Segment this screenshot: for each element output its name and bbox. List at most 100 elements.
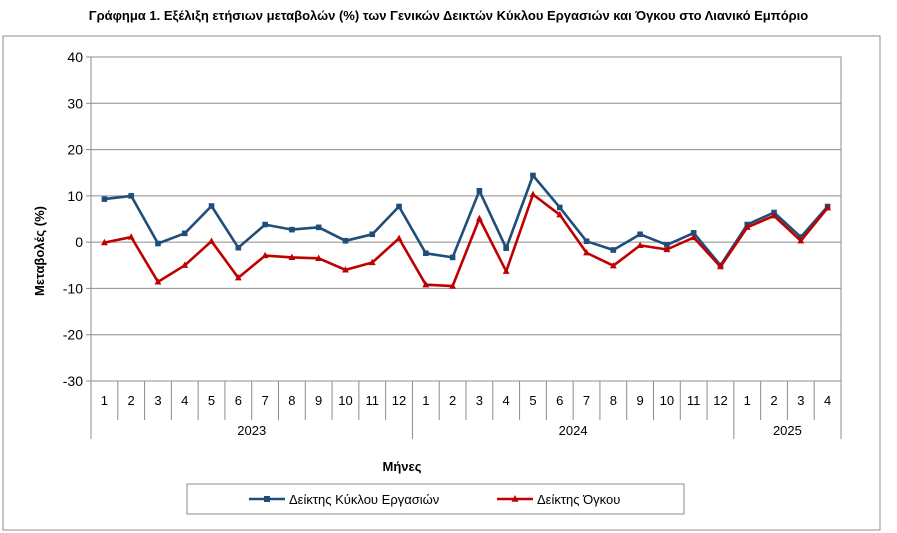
- legend-marker-2: [511, 495, 519, 502]
- x-month-label: 2: [770, 393, 777, 408]
- x-month-label: 6: [556, 393, 563, 408]
- grid-layer: [90, 56, 842, 382]
- data-point-2: [743, 223, 751, 230]
- data-point-2: [261, 251, 269, 259]
- data-point-2: [342, 266, 349, 273]
- data-point-2: [208, 237, 215, 244]
- x-month-label: 7: [261, 393, 268, 408]
- data-point-2: [690, 233, 698, 241]
- series-layer: [100, 172, 832, 289]
- x-month-label: 8: [610, 393, 617, 408]
- x-month-label: 4: [181, 393, 188, 408]
- chart-title: Γράφημα 1. Εξέλιξη ετήσιων μεταβολών (%)…: [88, 8, 809, 23]
- data-point-1: [101, 196, 108, 202]
- x-month-label: 10: [338, 393, 352, 408]
- data-point-1: [476, 187, 483, 194]
- data-point-2: [502, 267, 510, 274]
- x-month-label: 3: [476, 393, 483, 408]
- data-point-2: [315, 254, 323, 261]
- data-point-2: [234, 273, 242, 281]
- y-tick-label: 0: [75, 234, 83, 250]
- data-point-2: [556, 211, 564, 218]
- x-month-label: 6: [235, 393, 242, 408]
- data-point-1: [503, 245, 509, 251]
- data-point-1: [342, 237, 349, 244]
- data-point-1: [315, 224, 322, 231]
- x-month-label: 7: [583, 393, 590, 408]
- x-axis-label: Μήνες: [383, 459, 422, 474]
- x-month-label: 4: [824, 393, 831, 408]
- data-point-2: [475, 214, 483, 222]
- y-tick-label: -10: [63, 280, 83, 296]
- x-month-label: 5: [529, 393, 536, 408]
- data-point-2: [824, 204, 832, 211]
- x-month-label: 5: [208, 393, 215, 408]
- data-point-1: [530, 172, 536, 179]
- data-point-2: [770, 211, 778, 219]
- x-month-label: 1: [101, 393, 108, 408]
- data-point-1: [423, 250, 429, 257]
- x-month-label: 9: [315, 393, 322, 408]
- data-point-2: [181, 261, 189, 268]
- series-line-1: [104, 174, 829, 267]
- data-point-2: [583, 248, 590, 256]
- x-year-label: 2024: [559, 423, 588, 438]
- data-point-2: [636, 241, 644, 248]
- legend: Δείκτης Κύκλου Εργασιών Δείκτης Όγκου: [186, 483, 685, 515]
- y-tick-label: 20: [67, 142, 83, 158]
- data-point-1: [208, 203, 215, 209]
- data-point-2: [797, 236, 805, 244]
- data-point-1: [396, 203, 402, 210]
- data-point-2: [529, 190, 537, 198]
- x-year-label: 2025: [773, 423, 802, 438]
- data-point-2: [127, 233, 135, 240]
- data-point-2: [395, 234, 403, 242]
- data-point-2: [717, 262, 724, 270]
- data-point-2: [663, 245, 671, 253]
- data-point-1: [690, 230, 697, 236]
- x-month-label: 1: [744, 393, 751, 408]
- data-point-1: [664, 242, 670, 248]
- data-point-1: [369, 231, 376, 238]
- data-point-1: [289, 226, 295, 233]
- x-month-label: 1: [422, 393, 429, 408]
- y-tick-label: -20: [63, 327, 83, 343]
- data-point-2: [154, 278, 162, 285]
- data-point-1: [128, 193, 134, 199]
- x-year-label: 2023: [237, 423, 266, 438]
- legend-label-2: Δείκτης Όγκου: [537, 492, 620, 507]
- data-point-2: [288, 253, 296, 261]
- data-point-1: [155, 240, 161, 247]
- data-point-1: [610, 247, 617, 253]
- series-line-2: [104, 193, 829, 288]
- data-point-2: [449, 282, 457, 289]
- x-month-label: 3: [797, 393, 804, 408]
- x-month-label: 12: [392, 393, 406, 408]
- data-point-2: [609, 261, 617, 269]
- data-point-2: [368, 258, 376, 266]
- data-point-2: [100, 238, 108, 246]
- data-point-1: [637, 231, 643, 238]
- x-month-label: 10: [660, 393, 674, 408]
- plot-area: [90, 56, 842, 382]
- data-point-1: [235, 244, 242, 251]
- data-point-1: [583, 238, 590, 245]
- x-month-label: 11: [687, 393, 701, 408]
- data-point-1: [262, 221, 268, 228]
- data-point-1: [556, 204, 563, 211]
- x-month-label: 8: [288, 393, 295, 408]
- x-month-label: 11: [366, 393, 380, 408]
- y-tick-label: 10: [67, 188, 83, 204]
- data-point-1: [449, 254, 456, 261]
- y-tick-label: -30: [63, 373, 83, 389]
- y-axis-label: Μεταβολές (%): [32, 206, 47, 296]
- y-tick-label: 30: [67, 95, 83, 111]
- x-month-label: 12: [713, 393, 727, 408]
- legend-marker-1: [264, 496, 270, 502]
- x-month-label: 4: [503, 393, 510, 408]
- y-tick-label: 40: [67, 49, 83, 65]
- data-point-2: [422, 280, 430, 288]
